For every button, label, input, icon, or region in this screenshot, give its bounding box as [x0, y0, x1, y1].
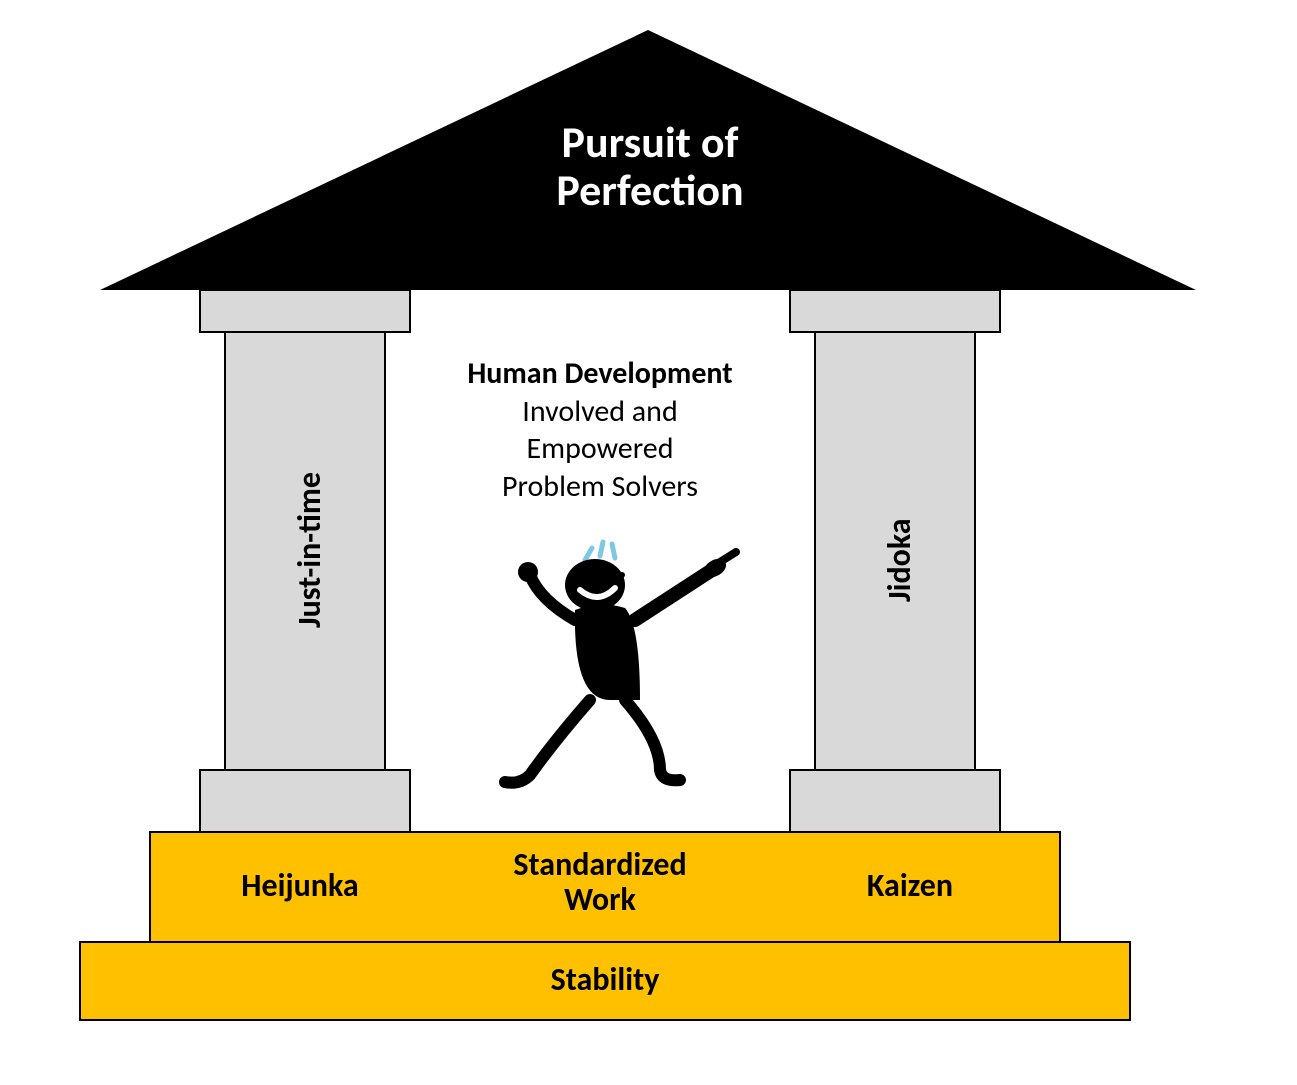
roof-title-line1: Pursuit of: [562, 115, 739, 169]
center-sub3: Problem Solvers: [502, 468, 698, 505]
right-pillar-label: Jidoka: [880, 470, 919, 650]
diagram-container: Pursuit of Perfection Just-in-time Jidok…: [0, 0, 1297, 1085]
right-pillar-cap: [790, 290, 1000, 332]
person-icon: [505, 542, 736, 783]
roof-title-line2: Perfection: [556, 163, 743, 217]
left-pillar-cap: [200, 290, 410, 332]
left-pillar-base: [200, 770, 410, 832]
center-title: Human Development: [467, 355, 732, 392]
center-text: Human Development Involved and Empowered…: [415, 355, 785, 505]
roof-title: Pursuit of Perfection: [420, 118, 880, 215]
center-sub2: Empowered: [527, 430, 674, 467]
foundation-mid-label: Standardized Work: [470, 847, 730, 917]
foundation-lower-label: Stability: [80, 962, 1130, 997]
center-sub1: Involved and: [522, 393, 677, 430]
right-pillar-base: [790, 770, 1000, 832]
left-pillar-label: Just-in-time: [290, 420, 329, 680]
foundation-left-label: Heijunka: [200, 868, 400, 903]
foundation-right-label: Kaizen: [810, 868, 1010, 903]
